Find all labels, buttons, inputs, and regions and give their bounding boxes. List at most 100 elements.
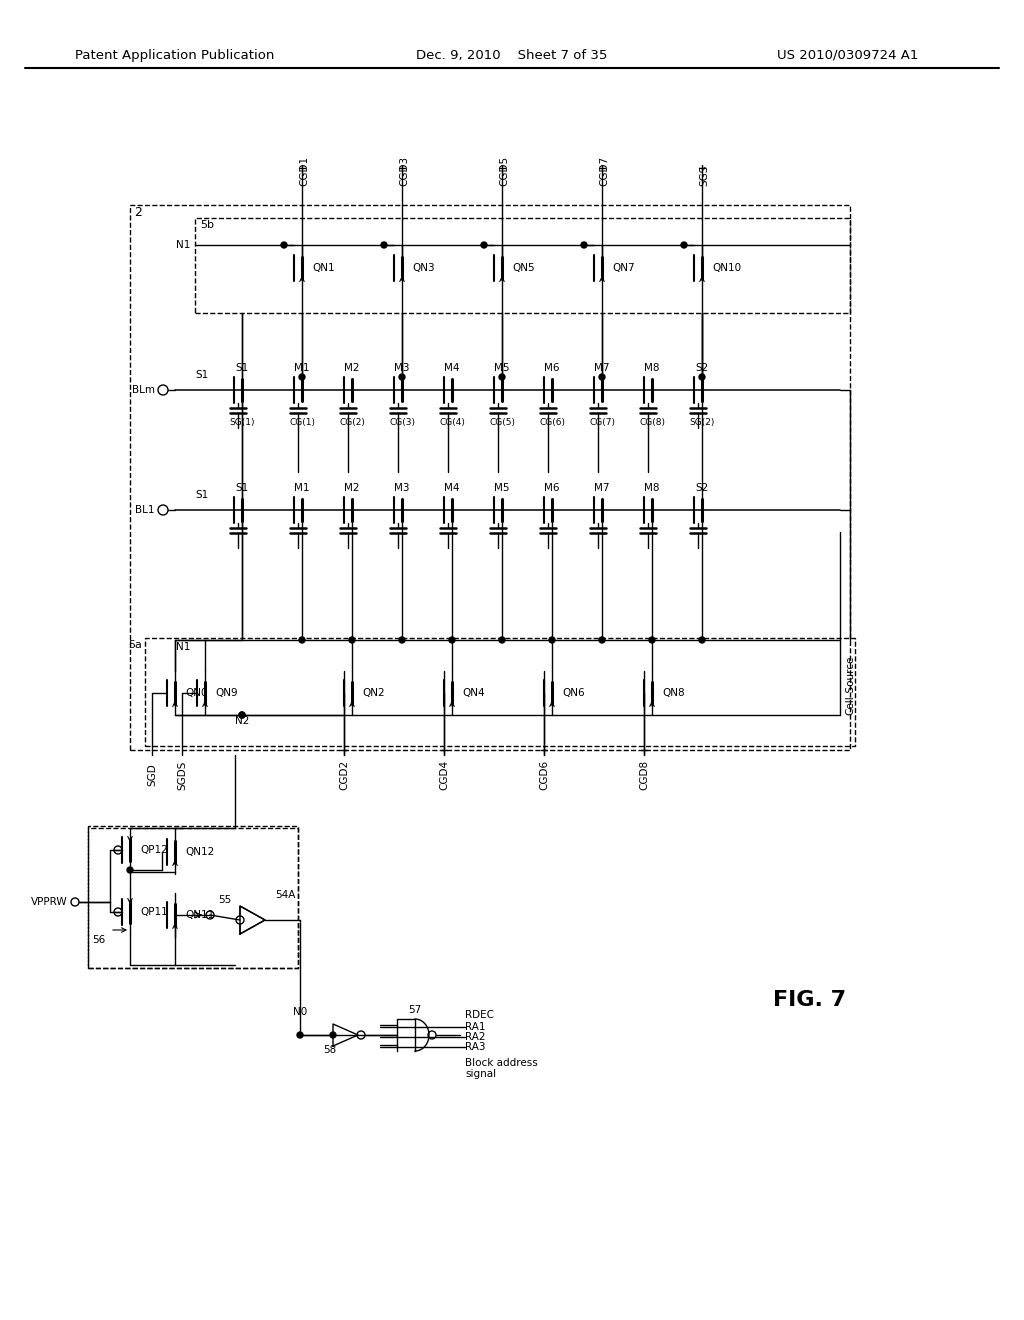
Bar [130, 205, 850, 750]
Text: CG(8): CG(8) [639, 417, 665, 426]
Text: CGD1: CGD1 [299, 156, 309, 186]
Text: QN4: QN4 [462, 688, 484, 698]
Text: QN8: QN8 [662, 688, 685, 698]
Text: US 2010/0309724 A1: US 2010/0309724 A1 [777, 49, 919, 62]
Text: Block address: Block address [465, 1059, 538, 1068]
Text: SG(2): SG(2) [689, 417, 715, 426]
Circle shape [399, 638, 406, 643]
Text: M4: M4 [444, 363, 460, 374]
Circle shape [158, 506, 168, 515]
Text: M8: M8 [644, 363, 659, 374]
Text: VPPRW: VPPRW [32, 898, 68, 907]
Text: CG(5): CG(5) [489, 417, 515, 426]
Circle shape [236, 916, 244, 924]
Text: CGD5: CGD5 [499, 156, 509, 186]
Circle shape [127, 867, 133, 873]
Text: M3: M3 [394, 363, 410, 374]
Circle shape [281, 242, 287, 248]
Circle shape [699, 638, 705, 643]
Text: S2: S2 [695, 483, 709, 492]
Text: 54A: 54A [275, 890, 295, 900]
Circle shape [114, 908, 122, 916]
Circle shape [357, 1031, 365, 1039]
Text: M5: M5 [495, 363, 510, 374]
Circle shape [499, 374, 505, 380]
Circle shape [330, 1032, 336, 1038]
Circle shape [299, 374, 305, 380]
Text: QN9: QN9 [215, 688, 238, 698]
Text: QN2: QN2 [362, 688, 385, 698]
Text: QN1: QN1 [312, 263, 335, 273]
Text: signal: signal [465, 1069, 496, 1078]
Circle shape [649, 638, 655, 643]
Text: 56: 56 [92, 935, 105, 945]
Text: QN5: QN5 [512, 263, 535, 273]
Text: M8: M8 [644, 483, 659, 492]
Bar [88, 828, 298, 968]
Text: M1: M1 [294, 363, 309, 374]
Circle shape [349, 638, 355, 643]
Text: CG(6): CG(6) [539, 417, 565, 426]
Text: SG(1): SG(1) [229, 417, 255, 426]
Text: Dec. 9, 2010    Sheet 7 of 35: Dec. 9, 2010 Sheet 7 of 35 [417, 49, 607, 62]
Text: QN10: QN10 [712, 263, 741, 273]
Bar [195, 218, 850, 313]
Text: QN0: QN0 [185, 688, 208, 698]
Text: SGD: SGD [147, 764, 157, 787]
Text: QN7: QN7 [612, 263, 635, 273]
Circle shape [158, 385, 168, 395]
Text: CGD3: CGD3 [399, 156, 409, 186]
Text: M3: M3 [394, 483, 410, 492]
Text: CGD4: CGD4 [439, 760, 449, 791]
Circle shape [299, 638, 305, 643]
Text: 58: 58 [324, 1045, 337, 1055]
Text: BL1: BL1 [135, 506, 155, 515]
Text: N2: N2 [234, 715, 249, 726]
Text: Patent Application Publication: Patent Application Publication [76, 49, 274, 62]
Text: QN3: QN3 [412, 263, 434, 273]
Text: M7: M7 [594, 363, 609, 374]
Bar [145, 638, 855, 746]
Text: RA3: RA3 [465, 1041, 485, 1052]
Text: S1: S1 [196, 370, 209, 380]
Text: RDEC: RDEC [465, 1010, 494, 1020]
Text: CGD2: CGD2 [339, 760, 349, 791]
Text: M6: M6 [544, 483, 560, 492]
Circle shape [206, 911, 214, 919]
Text: S1: S1 [236, 483, 249, 492]
Circle shape [581, 242, 587, 248]
Text: M1: M1 [294, 483, 309, 492]
Text: BLm: BLm [132, 385, 155, 395]
Circle shape [599, 374, 605, 380]
Text: SGS: SGS [699, 165, 709, 186]
Circle shape [681, 242, 687, 248]
Text: CG(1): CG(1) [289, 417, 315, 426]
Text: M6: M6 [544, 363, 560, 374]
Text: RA2: RA2 [465, 1032, 485, 1041]
Text: CG(2): CG(2) [339, 417, 365, 426]
Circle shape [399, 374, 406, 380]
Bar [88, 826, 298, 968]
Text: CG(3): CG(3) [389, 417, 415, 426]
Text: QN11: QN11 [185, 909, 214, 920]
Circle shape [381, 242, 387, 248]
Text: 55: 55 [218, 895, 231, 906]
Text: CG(7): CG(7) [589, 417, 615, 426]
Text: SGDS: SGDS [177, 760, 187, 789]
Text: S1: S1 [196, 490, 209, 500]
Text: N1: N1 [176, 240, 190, 249]
Text: CGD8: CGD8 [639, 760, 649, 791]
Circle shape [599, 638, 605, 643]
Text: QP11: QP11 [140, 907, 168, 917]
Text: 2: 2 [134, 206, 142, 219]
Circle shape [699, 374, 705, 380]
Circle shape [114, 846, 122, 854]
Text: Cell-Source: Cell-Source [845, 656, 855, 715]
Text: 5b: 5b [200, 220, 214, 230]
Text: FIG. 7: FIG. 7 [773, 990, 847, 1010]
Text: QN6: QN6 [562, 688, 585, 698]
Text: CG(4): CG(4) [439, 417, 465, 426]
Text: 5a: 5a [128, 640, 142, 649]
Circle shape [239, 711, 245, 718]
Text: QN12: QN12 [185, 847, 214, 857]
